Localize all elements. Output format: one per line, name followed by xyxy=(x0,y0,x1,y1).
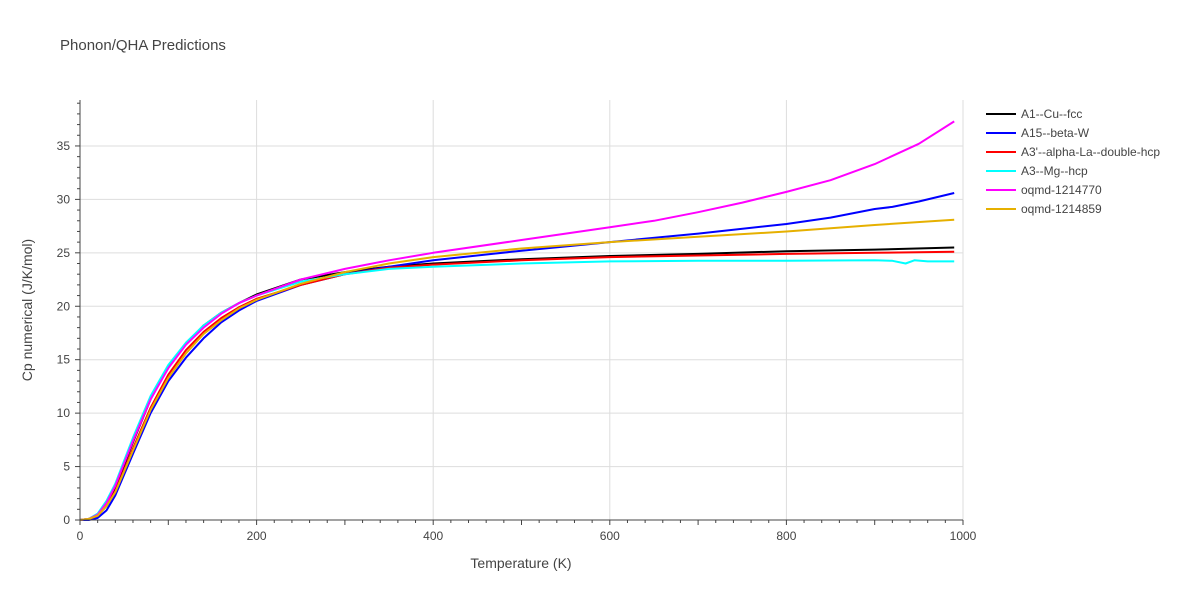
series-layer xyxy=(79,120,955,521)
y-tick-label: 25 xyxy=(57,246,71,260)
y-tick-label: 10 xyxy=(57,406,71,420)
x-tick-label: 800 xyxy=(776,529,796,543)
x-axis-title: Temperature (K) xyxy=(470,555,571,571)
series-line-3 xyxy=(79,250,955,521)
legend-item[interactable]: A1--Cu--fcc xyxy=(986,107,1082,121)
legend-item[interactable]: A3--Mg--hcp xyxy=(986,164,1088,178)
x-tick-label: 1000 xyxy=(950,529,977,543)
legend-label: oqmd-1214770 xyxy=(1021,183,1102,197)
legend-item[interactable]: oqmd-1214770 xyxy=(986,183,1102,197)
axes-layer xyxy=(75,100,964,525)
y-tick-label: 35 xyxy=(57,139,71,153)
y-tick-label: 30 xyxy=(57,192,71,206)
series-line-5 xyxy=(79,120,955,521)
chart-title: Phonon/QHA Predictions xyxy=(60,37,226,54)
legend-label: A3--Mg--hcp xyxy=(1021,164,1088,178)
x-tick-label: 400 xyxy=(423,529,443,543)
x-tick-label: 600 xyxy=(600,529,620,543)
legend-item[interactable]: A3'--alpha-La--double-hcp xyxy=(986,145,1160,159)
y-tick-label: 20 xyxy=(57,299,71,313)
series-line-4 xyxy=(79,259,955,521)
series-line-2 xyxy=(80,192,955,521)
legend-label: A1--Cu--fcc xyxy=(1021,107,1082,121)
legend-item[interactable]: oqmd-1214859 xyxy=(986,202,1102,216)
y-tick-label: 15 xyxy=(57,353,71,367)
x-tick-label: 200 xyxy=(247,529,267,543)
x-tick-label: 0 xyxy=(77,529,84,543)
y-axis-title: Cp numerical (J/K/mol) xyxy=(19,239,35,381)
y-tick-labels: 0 5 10 15 20 25 30 35 xyxy=(57,139,71,527)
y-tick-label: 0 xyxy=(63,513,70,527)
legend-item[interactable]: A15--beta-W xyxy=(986,126,1090,140)
x-tick-labels: 0 200 400 600 800 1000 xyxy=(77,529,977,543)
legend-label: A3'--alpha-La--double-hcp xyxy=(1021,145,1160,159)
legend-label: oqmd-1214859 xyxy=(1021,202,1102,216)
grid-layer xyxy=(80,100,964,520)
y-tick-label: 5 xyxy=(63,460,70,474)
legend: A1--Cu--fcc A15--beta-W A3'--alpha-La--dou… xyxy=(986,107,1160,216)
series-line-6 xyxy=(79,218,955,521)
legend-label: A15--beta-W xyxy=(1021,126,1090,140)
series-line-1 xyxy=(79,246,955,521)
